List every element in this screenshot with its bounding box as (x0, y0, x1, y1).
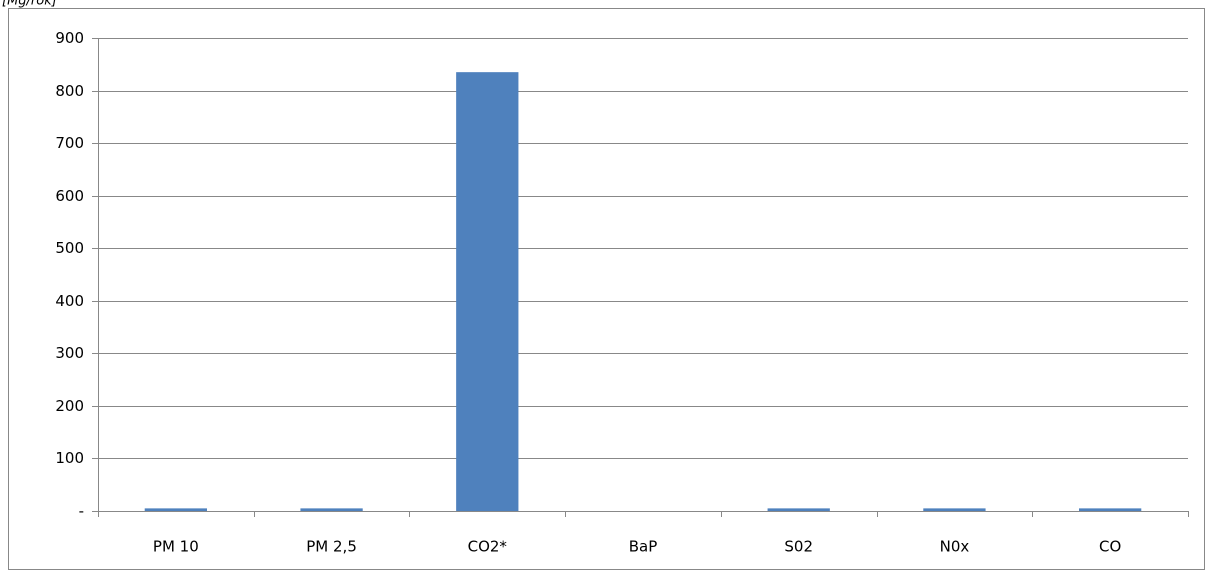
x-tick-label: CO (1099, 538, 1121, 556)
bar (1079, 508, 1142, 511)
chart-frame (8, 8, 1205, 570)
y-tick-label: 400 (55, 292, 84, 310)
x-tick-label: BaP (629, 538, 658, 556)
bar (767, 508, 830, 511)
y-tick-label: 100 (55, 449, 84, 467)
x-tick-label: PM 10 (153, 538, 199, 556)
y-tick-label: 500 (55, 239, 84, 257)
x-tick-label: CO2* (468, 538, 508, 556)
bar (300, 508, 363, 511)
y-tick-label: - (79, 502, 84, 520)
y-tick-label: 200 (55, 397, 84, 415)
x-tick-label: N0x (940, 538, 970, 556)
y-tick-label: 900 (55, 29, 84, 47)
y-tick-label: 800 (55, 82, 84, 100)
y-tick-label: 700 (55, 134, 84, 152)
y-axis-label: [Mg/rok] (2, 0, 57, 9)
bar (456, 72, 519, 512)
bar (144, 508, 207, 511)
y-tick-label: 600 (55, 187, 84, 205)
bar (923, 508, 986, 511)
x-tick-label: S02 (784, 538, 813, 556)
x-tick-label: PM 2,5 (306, 538, 357, 556)
y-tick-label: 300 (55, 344, 84, 362)
